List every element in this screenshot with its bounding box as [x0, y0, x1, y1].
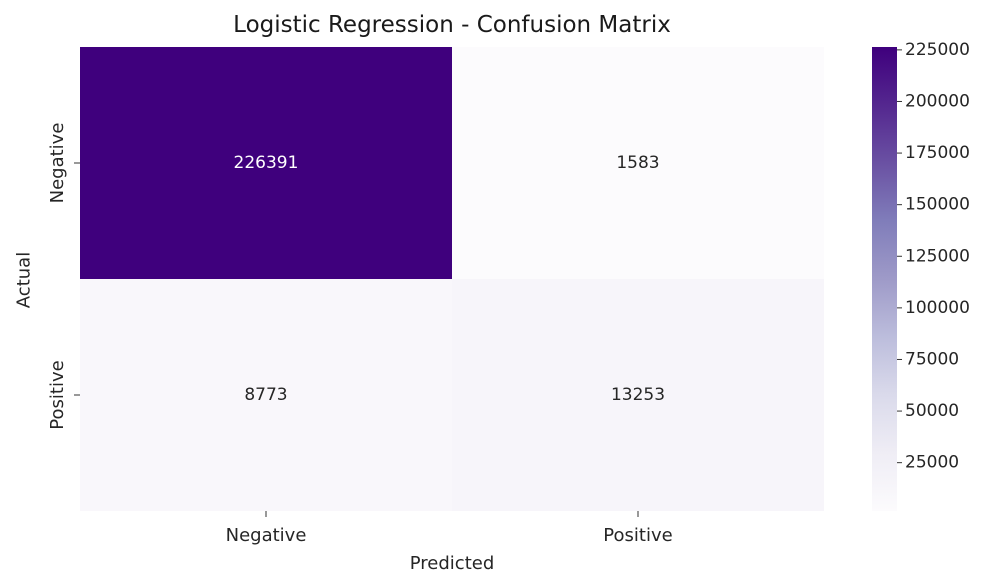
colorbar-tick-label: 175000	[905, 143, 970, 163]
colorbar-tick-label: 225000	[905, 40, 970, 60]
y-tick-label: Negative	[47, 123, 68, 204]
y-axis-label: Actual	[13, 251, 35, 309]
colorbar-tick-label: 50000	[905, 401, 959, 421]
cell-value-label: 226391	[234, 153, 299, 173]
colorbar-tick-label: 150000	[905, 195, 970, 215]
colorbar-tick-label: 125000	[905, 246, 970, 266]
colorbar-tick-label: 75000	[905, 349, 959, 369]
cell-value-label: 1583	[616, 153, 659, 173]
heatmap-cell	[452, 279, 824, 511]
heatmap-cell	[80, 47, 452, 279]
colorbar-tick-label: 200000	[905, 91, 970, 111]
x-axis-label: Predicted	[409, 553, 495, 574]
chart-title: Logistic Regression - Confusion Matrix	[233, 12, 671, 38]
colorbar	[872, 47, 897, 511]
heatmap-cell	[452, 47, 824, 279]
heatmap-cell	[80, 279, 452, 511]
x-tick-label: Positive	[603, 525, 672, 546]
cell-value-label: 13253	[611, 385, 665, 405]
colorbar-tick-label: 100000	[905, 298, 970, 318]
cell-value-label: 8773	[244, 385, 287, 405]
x-tick-label: Negative	[226, 525, 307, 546]
colorbar-tick-label: 25000	[905, 453, 959, 473]
y-tick-label: Positive	[47, 360, 68, 429]
